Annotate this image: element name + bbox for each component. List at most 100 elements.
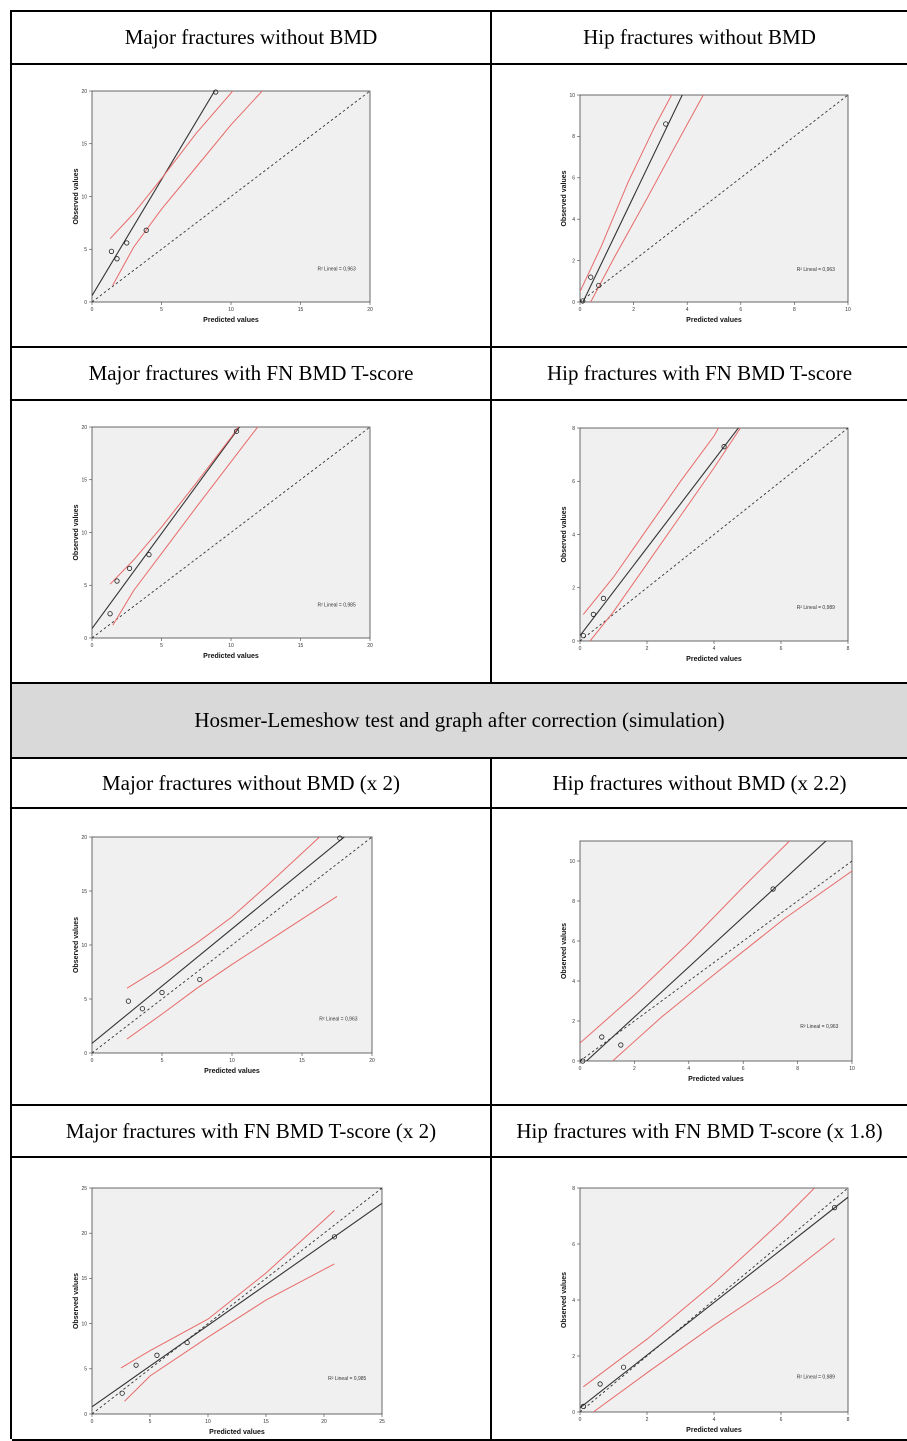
y-tick-label: 15	[81, 1276, 87, 1282]
y-tick-label: 4	[572, 1298, 575, 1304]
fit-line	[580, 1196, 848, 1409]
reference-diagonal-line	[92, 91, 370, 302]
data-point	[139, 1006, 145, 1012]
y-tick-label: 10	[81, 1321, 87, 1327]
reference-diagonal-line	[92, 427, 370, 638]
x-axis-title: Predicted values	[686, 317, 742, 324]
data-point	[770, 886, 776, 892]
data-point	[133, 1362, 139, 1368]
data-point	[618, 1042, 624, 1048]
data-point	[596, 282, 602, 289]
x-axis-title: Predicted values	[203, 653, 259, 660]
data-point	[125, 998, 132, 1004]
x-tick-label: 2	[646, 1417, 649, 1423]
x-tick-label: 10	[229, 1058, 235, 1064]
data-point	[580, 1058, 586, 1064]
ci-upper-line	[126, 837, 321, 989]
ci-lower-line	[593, 1238, 835, 1412]
x-tick-label: 6	[742, 1066, 745, 1072]
chart-cell-2: 0 2 4 6 8 10 0 2 4 6 8 10 R² Lineal = 0,963 Predicted…	[492, 65, 907, 348]
ci-upper-line	[580, 95, 673, 292]
header-text: Major fractures with FN BMD T-score (x 2…	[65, 1118, 437, 1143]
plot-layer	[580, 841, 852, 1061]
x-tick-label: 0	[91, 307, 94, 313]
data-point	[233, 428, 240, 434]
ci-upper-line	[582, 428, 720, 615]
y-tick-label: 10	[569, 93, 575, 99]
y-tick-label: 15	[81, 478, 87, 484]
y-axis-title: Observed values	[561, 506, 568, 562]
data-point	[213, 89, 219, 95]
fit-line	[582, 95, 683, 302]
data-point	[197, 976, 203, 983]
x-tick-label: 4	[687, 1066, 690, 1072]
header-hip-with-fn-bmd-x18: Hip fractures with FN BMD T-score (x 1.8…	[492, 1106, 907, 1158]
y-tick-label: 0	[572, 300, 575, 306]
x-tick-label: 20	[321, 1419, 327, 1425]
chart-cell-5: 0 5 10 15 20 0 5 10 15 20 R² Lineal = 0,963 Predict…	[12, 809, 492, 1106]
x-axis-title: Predicted values	[203, 317, 259, 324]
data-point	[184, 1339, 190, 1346]
y-tick-label: 2	[572, 586, 575, 592]
y-tick-label: 4	[572, 217, 575, 223]
ci-lower-line	[126, 895, 338, 1040]
x-tick-label: 25	[379, 1419, 385, 1425]
data-point	[580, 1403, 586, 1409]
y-tick-label: 0	[84, 1412, 87, 1418]
header-hip-without-bmd: Hip fractures without BMD	[492, 12, 907, 65]
x-tick-label: 2	[632, 307, 635, 313]
r-squared-label: R² Lineal = 0,963	[319, 1017, 357, 1023]
y-tick-label: 25	[81, 1186, 87, 1192]
y-tick-label: 10	[81, 943, 87, 949]
data-point	[114, 256, 120, 262]
header-text: Major fractures with FN BMD T-score	[88, 361, 414, 385]
header-text: Major fractures without BMD	[124, 25, 378, 49]
y-tick-label: 10	[81, 194, 87, 200]
x-tick-label: 10	[849, 1066, 855, 1072]
figure-table: Major fractures without BMD Hip fracture…	[10, 10, 907, 1441]
fit-line	[92, 1202, 382, 1408]
x-tick-label: 20	[369, 1058, 375, 1064]
y-tick-label: 20	[81, 425, 87, 431]
r-squared-label: R² Lineal = 0,989	[797, 1374, 835, 1380]
data-point	[721, 444, 727, 450]
data-point	[159, 989, 165, 996]
y-axis-title: Observed values	[73, 1273, 80, 1329]
x-tick-label: 0	[91, 643, 94, 649]
chart-cell-7: 0 5 10 15 20 25 0 5 10 15 20 25 R² Lineal = 0,985 Pre…	[12, 1158, 492, 1441]
plot-area	[579, 840, 853, 1062]
y-tick-label: 6	[572, 176, 575, 182]
fit-line	[585, 841, 827, 1061]
chart-major-with-fn-bmd-x2: 0 5 10 15 20 25 0 5 10 15 20 25 R² Lineal = 0,985 Pre…	[73, 1186, 385, 1436]
reference-diagonal-line	[580, 1188, 848, 1412]
y-axis-title: Observed values	[561, 170, 568, 226]
y-tick-label: 20	[81, 835, 87, 841]
fit-line	[580, 428, 740, 637]
plot-layer	[92, 1188, 382, 1414]
fit-line	[92, 837, 346, 1044]
data-point	[600, 595, 607, 601]
x-tick-label: 10	[228, 307, 234, 313]
ci-lower-line	[590, 95, 704, 302]
x-tick-label: 2	[633, 1066, 636, 1072]
y-axis-title: Observed values	[73, 504, 80, 560]
x-tick-label: 15	[298, 643, 304, 649]
data-point	[107, 611, 113, 617]
x-tick-label: 0	[579, 646, 582, 652]
x-tick-label: 4	[686, 307, 689, 313]
data-point	[580, 633, 586, 639]
y-tick-label: 15	[81, 889, 87, 895]
x-tick-label: 0	[91, 1058, 94, 1064]
x-tick-label: 6	[739, 307, 742, 313]
chart-cell-6: 0 2 4 6 8 10 0 2 4 6 8 10 R² Lineal = 0,963 Predicted…	[492, 809, 907, 1106]
data-point	[108, 248, 115, 254]
chart-cell-1: 0 5 10 15 20 0 5 10 15 20 R² Lineal = 0,963 Predict…	[12, 65, 492, 348]
ci-upper-line	[580, 841, 791, 1044]
y-tick-label: 0	[84, 636, 87, 642]
r-squared-label: R² Lineal = 0,989	[797, 605, 835, 611]
x-tick-label: 0	[579, 1417, 582, 1423]
y-tick-label: 4	[572, 532, 575, 538]
reference-diagonal-line	[580, 95, 848, 302]
y-tick-label: 0	[84, 300, 87, 306]
ci-lower-line	[112, 427, 259, 626]
